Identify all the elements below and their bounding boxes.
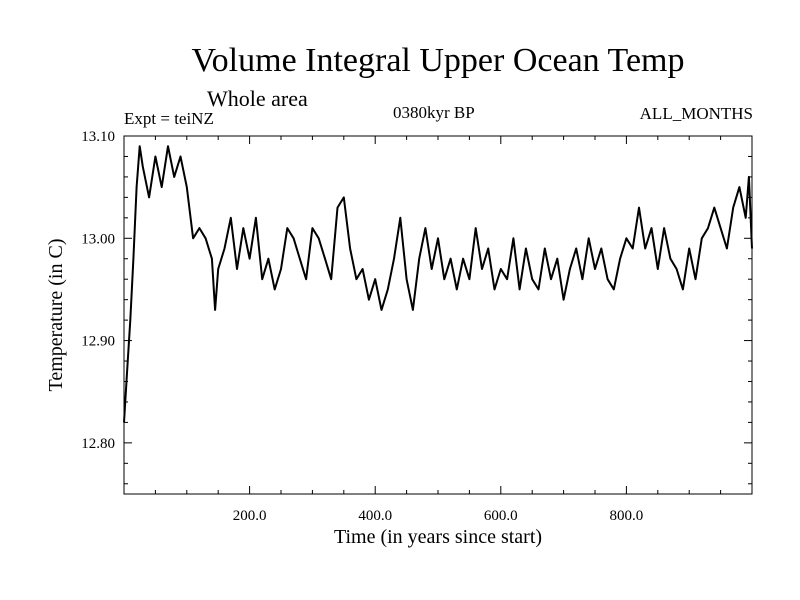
x-tick-label: 800.0 — [610, 508, 644, 524]
x-axis-label: Time (in years since start) — [334, 526, 542, 548]
y-tick-label: 12.90 — [81, 334, 115, 350]
chart-subtitle: Whole area — [207, 86, 308, 111]
y-tick-label: 13.10 — [81, 129, 115, 145]
chart-title: Volume Integral Upper Ocean Temp — [191, 42, 685, 79]
experiment-label: Expt = teiNZ — [124, 109, 214, 128]
y-tick-label: 13.00 — [81, 231, 115, 247]
plot-frame — [123, 135, 753, 495]
period-label: 0380kyr BP — [393, 103, 475, 122]
x-tick-label: 200.0 — [233, 508, 267, 524]
y-axis-label: Temperature (in C) — [45, 239, 67, 392]
y-tick-label: 12.80 — [81, 436, 115, 452]
months-label: ALL_MONTHS — [639, 104, 753, 123]
series-line-teiNZ — [123, 145, 753, 423]
x-tick-label: 400.0 — [358, 508, 392, 524]
axis-ticks — [124, 136, 752, 494]
axis-tick-labels: 200.0 400.0 600.0 800.0 12.80 12.90 13.00 13.10 — [81, 129, 643, 524]
x-tick-label: 600.0 — [484, 508, 518, 524]
